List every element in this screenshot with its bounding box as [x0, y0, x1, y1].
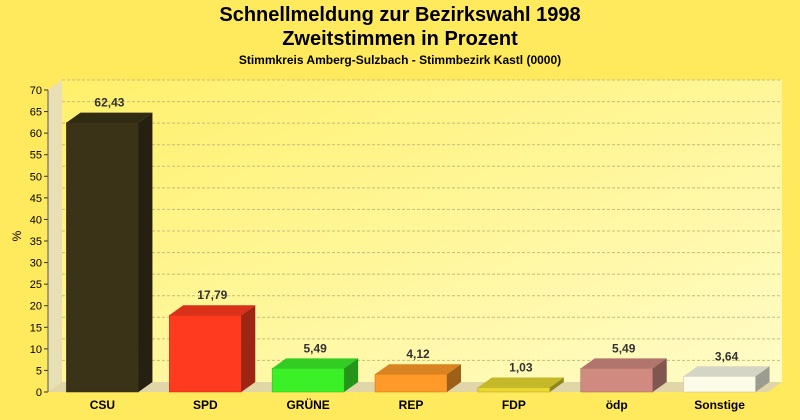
bar-value-label: 3,64	[715, 349, 739, 363]
bar	[580, 368, 653, 393]
chart-title: Schnellmeldung zur Bezirkswahl 1998	[219, 4, 581, 26]
bar-top	[477, 377, 564, 388]
y-tick-label: 30	[30, 258, 42, 270]
chart-subtitle: Zweitstimmen in Prozent	[282, 28, 518, 50]
y-tick-label: 20	[30, 301, 42, 313]
x-category-label: GRÜNE	[286, 397, 329, 412]
bar-top	[375, 364, 461, 375]
y-tick-label: 25	[30, 279, 42, 291]
bar-value-label: 62,43	[94, 96, 124, 110]
y-tick-label: 5	[36, 365, 42, 377]
y-tick-label: 65	[30, 107, 42, 119]
plot-left-wall	[48, 80, 62, 392]
chart-caption: Stimmkreis Amberg-Sulzbach - Stimmbezirk…	[238, 53, 562, 67]
x-category-label: CSU	[90, 398, 115, 412]
bar-side	[447, 364, 461, 392]
bar-value-label: 4,12	[406, 347, 430, 361]
bar-value-label: 17,79	[197, 288, 227, 302]
y-tick-label: 40	[30, 214, 42, 226]
x-category-label: REP	[399, 398, 424, 412]
bar-value-label: 5,49	[612, 341, 636, 355]
y-tick-label: 35	[30, 236, 42, 248]
bar-top	[580, 358, 667, 369]
bar-top	[272, 358, 359, 369]
x-category-label: Sonstige	[694, 398, 745, 412]
bar-side	[241, 305, 256, 392]
bar	[477, 387, 551, 393]
bar-top	[683, 366, 770, 377]
x-category-label: SPD	[193, 398, 218, 412]
y-tick-label: 45	[30, 193, 42, 205]
bar-value-label: 5,49	[303, 341, 327, 355]
y-tick-label: 60	[30, 128, 42, 140]
y-tick-label: 50	[30, 171, 42, 183]
x-category-label: FDP	[502, 398, 526, 412]
bar	[169, 314, 242, 393]
bar-side	[652, 358, 667, 392]
bar-side	[549, 377, 564, 392]
bar-side	[344, 358, 359, 392]
bar	[374, 373, 448, 393]
bar-side	[138, 112, 153, 392]
y-tick-label: 10	[30, 344, 42, 356]
bar-top	[169, 305, 256, 316]
y-tick-label: 15	[30, 322, 42, 334]
x-category-label: ödp	[606, 398, 628, 412]
bar-value-label: 1,03	[509, 361, 533, 375]
bar	[66, 122, 139, 393]
bar-top	[66, 112, 153, 123]
y-axis-label: %	[10, 230, 24, 241]
bar	[683, 376, 756, 393]
y-tick-label: 55	[30, 150, 42, 162]
y-tick-label: 0	[36, 387, 42, 399]
y-tick-label: 70	[30, 85, 42, 97]
bar-side	[755, 366, 770, 392]
bar	[271, 368, 345, 393]
